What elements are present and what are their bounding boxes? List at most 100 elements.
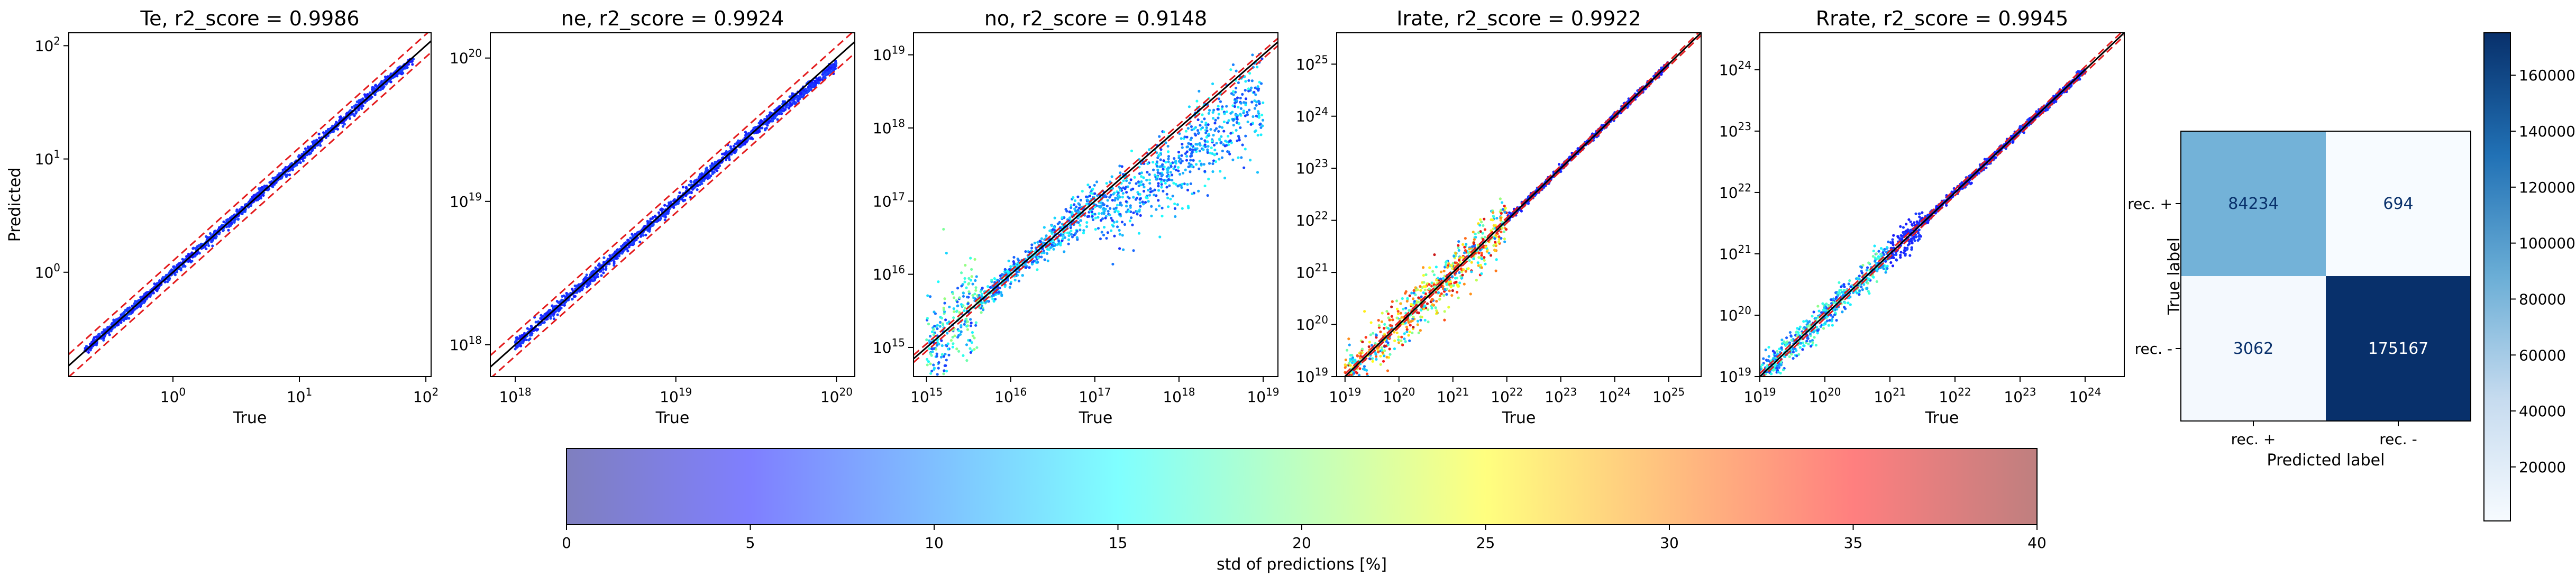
scatter-point [567,298,570,301]
scatter-point [691,188,695,191]
scatter-point [1142,176,1145,179]
scatter-point [986,285,990,288]
scatter-point [227,228,230,232]
scatter-point [1206,194,1209,197]
x-axis-label: True [655,409,690,427]
scatter-point [970,341,973,344]
scatter-point [690,180,693,184]
scatter-point [1053,226,1056,230]
scatter-point [930,369,934,373]
scatter-point [392,76,396,79]
scatter-point [965,343,969,346]
scatter-point [834,63,837,67]
scatter-point [358,99,361,102]
scatter-point [578,290,581,293]
scatter-point [1437,291,1440,294]
scatter-point [1198,149,1201,153]
scatter-point [1128,181,1131,185]
scatter-point [973,336,976,340]
scatter-point [1176,166,1180,169]
scatter-point [1099,237,1102,241]
scatter-point [1043,251,1046,254]
scatter-point [117,323,120,326]
scatter-point [698,175,701,178]
scatter-point [213,236,216,240]
scatter-point [1082,231,1085,235]
scatter-point [1219,170,1222,173]
scatter-point [112,318,115,322]
scatter-point [576,285,579,288]
scatter-point [226,218,230,221]
scatter-point [613,264,616,267]
scatter-point [1049,246,1052,249]
x-tick-label: 1019 [660,386,692,406]
scatter-point [999,274,1002,277]
scatter-point [1207,177,1210,181]
scatter-point [823,70,827,74]
scatter-point [1033,241,1036,245]
scatter-point [965,286,968,289]
scatter-point [1238,139,1241,142]
scatter-point [728,158,731,161]
scatter-point [767,120,770,123]
scatter-point [1112,207,1116,210]
scatter-point [1138,201,1141,205]
scatter-point [1039,240,1042,243]
scatter-point [1084,195,1088,198]
scatter-point [1120,204,1123,207]
scatter-point [1253,107,1257,110]
scatter-point [1155,178,1158,181]
scatter-point [1046,248,1049,251]
scatter-point [1164,141,1167,144]
scatter-point [1184,130,1187,133]
scatter-point [517,344,520,347]
scatter-point [1405,299,1409,303]
scatter-point [1244,103,1247,106]
scatter-point [1211,152,1214,155]
scatter-point [1200,137,1203,140]
scatter-point [290,167,294,170]
scatter-point [1244,97,1248,100]
scatter-point [709,164,712,168]
scatter-point [401,71,405,75]
scatter-point [944,352,947,356]
scatter-point [966,328,970,331]
scatter-point [368,91,372,94]
scatter-point [824,73,827,76]
scatter-point [974,286,978,289]
scatter-point [1193,132,1196,135]
scatter-point [649,217,652,221]
scatter-point [605,265,608,268]
scatter-point [343,123,346,126]
scatter-point [773,116,777,120]
scatter-point [754,126,757,129]
scatter-point [1162,130,1165,133]
scatter-point [1205,135,1208,139]
scatter-point [702,179,706,182]
scatter-point [799,91,802,95]
scatter-point [992,300,995,303]
scatter-point [705,167,708,170]
scatter-point [980,304,984,307]
scatter-point [1112,191,1116,195]
scatter-point [963,323,966,326]
x-tick-label: 1017 [1079,386,1111,406]
scatter-point [1136,191,1139,194]
scatter-point [1198,131,1201,134]
scatter-point [1249,123,1253,126]
scatter-point [1059,243,1062,246]
scatter-point [960,330,963,334]
scatter-point [1480,254,1483,257]
scatter-point [696,188,699,191]
scatter-point [87,351,90,354]
scatter-point [1369,333,1372,336]
scatter-point [1244,80,1247,83]
scatter-point [1169,162,1172,166]
scatter-point [646,222,650,225]
scatter-point [232,213,236,217]
scatter-point [1012,255,1016,259]
scatter-point [1448,289,1451,292]
scatter-point [1140,171,1144,175]
